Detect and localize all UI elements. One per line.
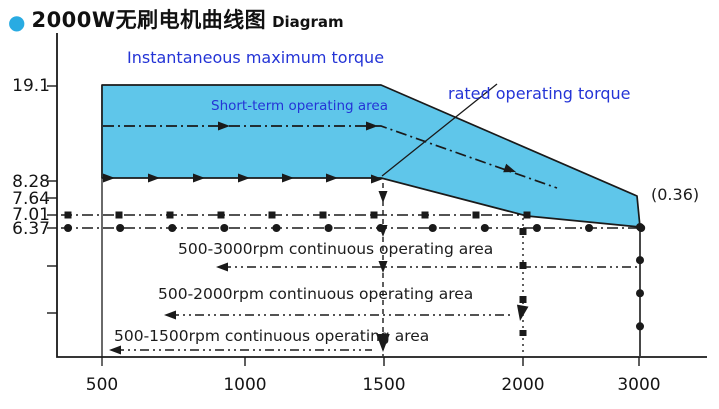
- short-term-center-line: [103, 125, 558, 189]
- label-short-term-area: Short-term operating area: [211, 98, 388, 114]
- y-tick-7-01: 7.01: [12, 205, 50, 225]
- title-text-en: Diagram: [272, 13, 344, 31]
- area-1500-left-arrow: [109, 345, 121, 355]
- label-instantaneous-max-torque: Instantaneous maximum torque: [127, 48, 384, 67]
- x-tick-1500: 1500: [362, 375, 405, 395]
- axis-lines: [56, 33, 707, 358]
- y-tick-19-1: 19.1: [12, 76, 50, 96]
- y-axis-ticks: [47, 85, 57, 314]
- title-bullet-icon: ●: [8, 10, 26, 34]
- x-axis-ticks: [244, 357, 640, 366]
- rated-callout-line: [381, 83, 498, 177]
- x-tick-1000: 1000: [223, 375, 266, 395]
- y-tick-8-28: 8.28: [12, 172, 50, 192]
- x-tick-500: 500: [86, 375, 118, 395]
- title-text-cn: 2000W无刷电机曲线图: [31, 8, 267, 32]
- x-tick-2000: 2000: [501, 375, 544, 395]
- label-area-500-2000rpm: 500-2000rpm continuous operating area: [158, 285, 473, 303]
- x-tick-3000: 3000: [617, 375, 660, 395]
- area-2000-left-arrow: [164, 310, 176, 320]
- label-end-value: (0.36): [651, 185, 699, 204]
- label-area-500-1500rpm: 500-1500rpm continuous operating area: [114, 327, 429, 345]
- label-area-500-3000rpm: 500-3000rpm continuous operating area: [178, 240, 493, 258]
- y-tick-6-37: 6.37: [12, 219, 50, 239]
- page-title: ● 2000W无刷电机曲线图 Diagram: [8, 4, 344, 34]
- label-rated-operating-torque: rated operating torque: [448, 84, 631, 103]
- area-3000-left-arrow: [216, 262, 228, 272]
- y-tick-7-64: 7.64: [12, 189, 50, 209]
- area-2000-end-arrow: [514, 304, 529, 323]
